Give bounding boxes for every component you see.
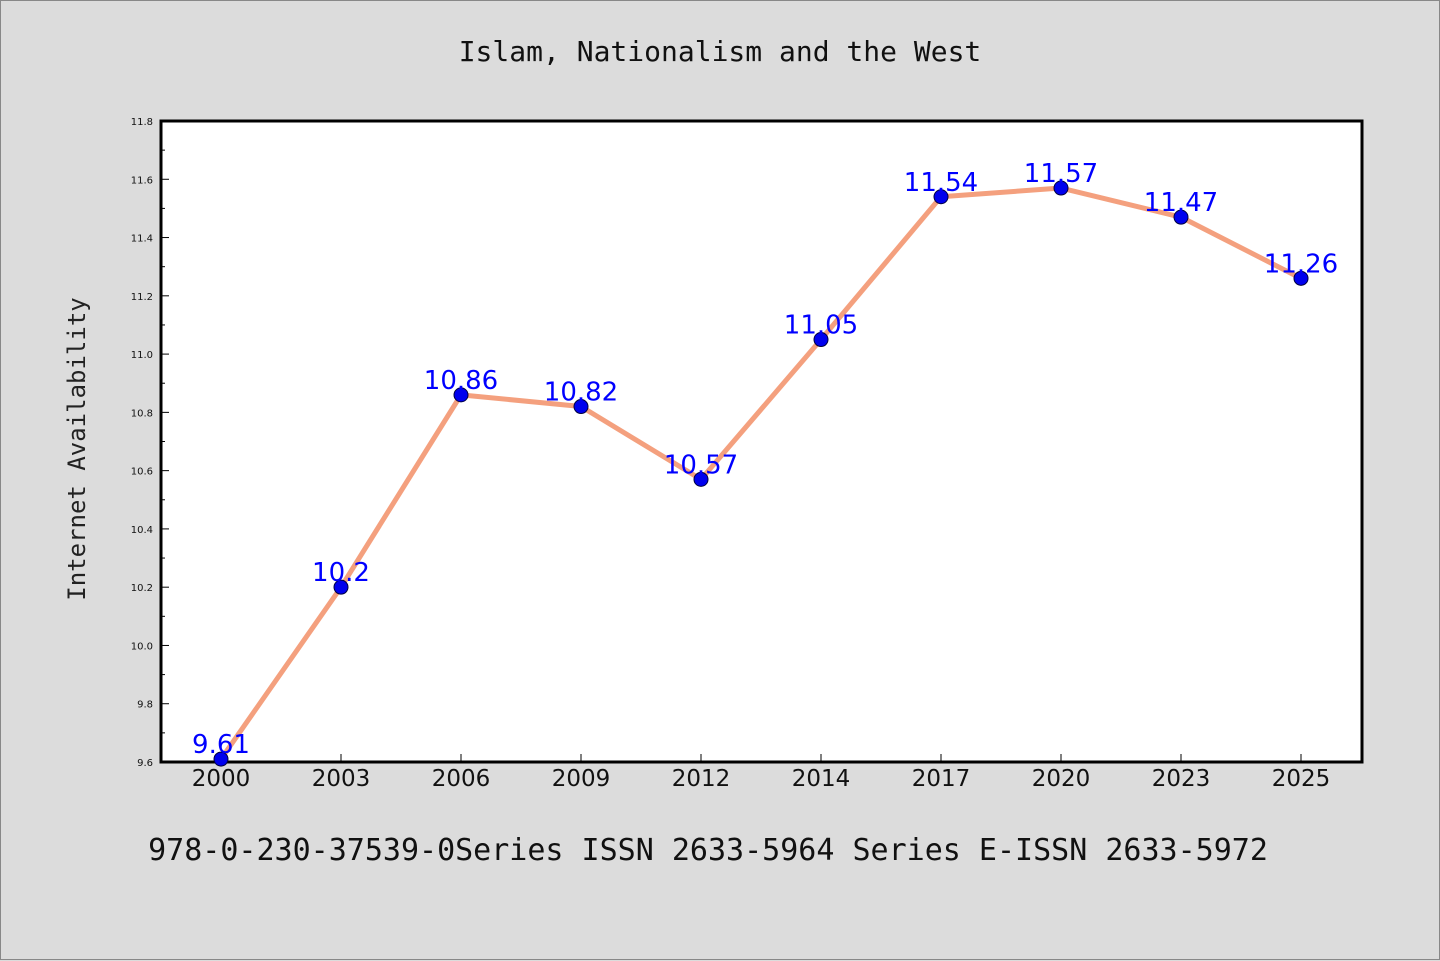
- y-tick-label: 10.2: [131, 583, 153, 594]
- data-point-marker: [933, 189, 949, 205]
- data-point-marker: [453, 387, 469, 403]
- y-tick-label: 9.6: [137, 758, 153, 769]
- data-label: 11.05: [784, 311, 858, 341]
- y-tick-label: 11.8: [131, 117, 153, 128]
- y-axis: 9.6 9.8 10.0 10.2 10.4 10.6 10.8 11.0 11.2 11.4 11…: [131, 117, 169, 769]
- y-tick-label: 10.4: [131, 525, 153, 536]
- x-tick-label: 2023: [1152, 766, 1211, 792]
- data-point-marker: [1293, 270, 1309, 286]
- x-tick-label: 2012: [672, 766, 731, 792]
- x-tick-label: 2000: [192, 766, 251, 792]
- y-tick-label: 11.0: [131, 350, 153, 361]
- data-point-marker: [693, 471, 709, 487]
- data-label: 10.2: [312, 558, 370, 588]
- y-tick-label: 10.0: [131, 641, 153, 652]
- x-tick-label: 2017: [912, 766, 971, 792]
- data-label: 10.57: [664, 450, 738, 480]
- x-tick-label: 2003: [312, 766, 371, 792]
- x-tick-label: 2006: [432, 766, 491, 792]
- x-axis: 2000 2003 2006 2009 2012 2014 2017 2020 2023 2025: [192, 754, 1331, 792]
- data-label: 11.54: [904, 168, 978, 198]
- y-tick-label: 11.6: [131, 175, 153, 186]
- data-point-marker: [1053, 180, 1069, 196]
- plot-area: [159, 119, 1364, 764]
- x-tick-label: 2009: [552, 766, 611, 792]
- chart-title: Islam, Nationalism and the West: [458, 35, 982, 68]
- data-label: 11.26: [1264, 249, 1338, 279]
- y-tick-label: 11.2: [131, 292, 153, 303]
- data-point-marker: [333, 579, 349, 595]
- x-tick-label: 2014: [792, 766, 851, 792]
- data-label: 11.47: [1144, 188, 1218, 218]
- data-point-marker: [573, 399, 589, 415]
- footer-isbn-issn-text: 978-0-230-37539-0Series ISSN 2633-5964 S…: [148, 833, 1268, 868]
- x-tick-label: 2025: [1272, 766, 1331, 792]
- x-tick-label: 2020: [1032, 766, 1091, 792]
- y-tick-label: 10.8: [131, 408, 153, 419]
- data-labels: 9.61 10.2 10.86 10.82 10.57 11.05 11.54 11.57 11…: [192, 159, 1338, 760]
- data-label: 11.57: [1024, 159, 1098, 189]
- y-tick-label: 9.8: [137, 700, 153, 711]
- data-point-marker: [1173, 209, 1189, 225]
- data-label: 10.82: [544, 378, 618, 408]
- series-line: [218, 185, 1304, 762]
- data-point-marker: [213, 751, 229, 767]
- series-line-group: [218, 185, 1304, 762]
- y-axis-label: Internet Availability: [63, 297, 91, 600]
- data-point-marker: [813, 332, 829, 348]
- y-tick-label: 10.6: [131, 467, 153, 478]
- data-markers: [213, 180, 1309, 767]
- data-label: 9.61: [192, 730, 250, 760]
- y-tick-label: 11.4: [131, 234, 153, 245]
- data-label: 10.86: [424, 366, 498, 396]
